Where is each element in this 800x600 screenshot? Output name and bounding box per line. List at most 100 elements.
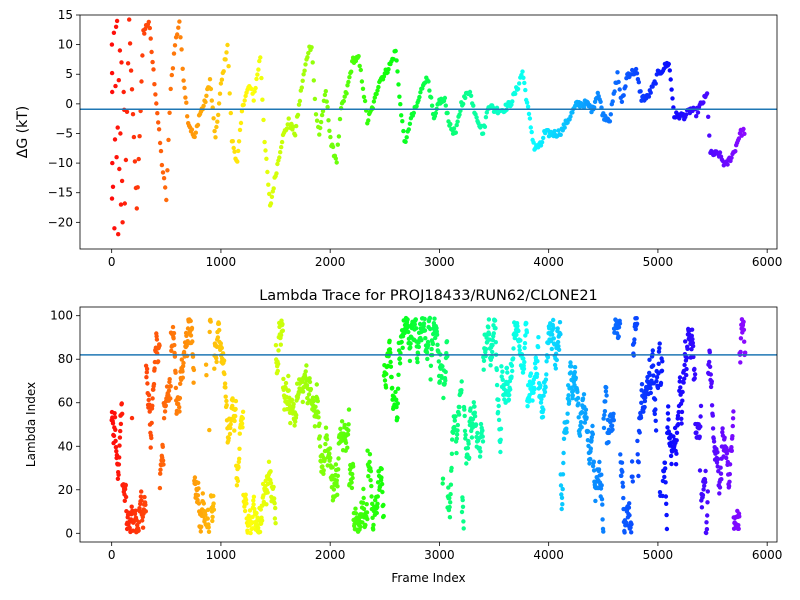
lambda-point [459,388,464,393]
lambda-point [203,362,209,367]
lambda-point [701,487,706,492]
lambda-point [162,409,168,414]
dg-point [429,103,435,108]
lambda-point [515,323,520,329]
lambda-point [637,430,642,435]
lambda-point [330,465,335,470]
lambda-point [690,340,695,346]
dg-point [181,78,186,83]
lambda-point [559,495,565,500]
lambda-point [489,355,495,360]
dg-point [400,119,405,124]
dg-point [619,99,625,105]
x-tick-label: 5000 [643,255,674,269]
dg-point [394,58,399,63]
dg-point [268,201,274,206]
dg-point [254,76,259,82]
dg-point [480,131,486,136]
dg-point [633,66,639,72]
lambda-point [237,431,242,436]
lambda-point [111,433,117,438]
lambda-point [730,416,736,421]
lambda-y-ticks: 0 20 40 60 80 100 [50,309,80,540]
dg-point [375,88,380,93]
lambda-point [393,389,398,395]
lambda-point [511,346,516,351]
dg-point [284,126,289,131]
dg-point [216,101,222,106]
lambda-point [457,404,462,410]
lambda-point [464,461,469,466]
lambda-point [517,344,522,349]
lambda-y-axis-label: Lambda Index [24,382,38,467]
lambda-point [657,490,663,495]
lambda-point [422,328,428,333]
lambda-point [616,334,621,339]
dg-point [176,25,181,30]
dg-point [695,110,701,115]
lambda-point [440,481,445,486]
lambda-point [662,474,667,480]
lambda-point [366,474,371,479]
dg-point [170,66,176,71]
lambda-point [383,385,389,390]
lambda-point [703,479,708,485]
dg-point [395,69,400,74]
lambda-point [228,422,233,427]
lambda-point [462,413,467,419]
lambda-point [388,364,394,369]
lambda-point [248,530,253,536]
lambda-point [599,483,604,488]
dg-point [127,17,132,22]
dg-point [217,91,223,96]
dg-point [742,131,747,136]
lambda-point [166,388,172,393]
lambda-point [334,478,339,483]
lambda-point [384,371,389,377]
lambda-point [201,501,206,506]
lambda-point [729,445,734,450]
lambda-point [692,376,697,381]
lambda-point [320,464,325,469]
lambda-point [626,505,632,510]
lambda-point [160,458,166,463]
lambda-point [323,425,329,430]
dg-plot-area [80,15,777,249]
lambda-point [609,423,615,428]
lambda-point [223,394,228,399]
lambda-point [311,398,317,404]
lambda-point [647,357,652,362]
lambda-points [109,315,748,536]
lambda-point [188,318,193,324]
lambda-point [718,471,724,476]
dg-point [371,99,377,104]
lambda-point [697,468,703,473]
dg-point [411,110,416,116]
lambda-point [691,354,696,360]
dg-point [638,89,643,94]
lambda-point [196,501,202,506]
lambda-point [421,321,427,326]
lambda-point [338,426,343,431]
dg-point [333,156,338,161]
dg-point [151,67,156,72]
lambda-point [633,326,638,332]
dg-point [169,72,174,78]
lambda-point [556,347,562,352]
lambda-point [446,485,451,490]
dg-point [325,104,330,110]
lambda-point [514,332,519,337]
lambda-point [531,390,536,395]
dg-point [294,123,299,129]
dg-point [386,67,391,72]
lambda-point [731,409,736,414]
lambda-point [335,473,340,478]
lambda-point [650,348,655,353]
dg-point [110,89,115,95]
lambda-point [578,420,584,425]
lambda-point [741,319,746,324]
lambda-point [629,459,635,464]
lambda-point [387,338,392,343]
lambda-point [272,496,277,501]
dg-point [158,148,164,154]
